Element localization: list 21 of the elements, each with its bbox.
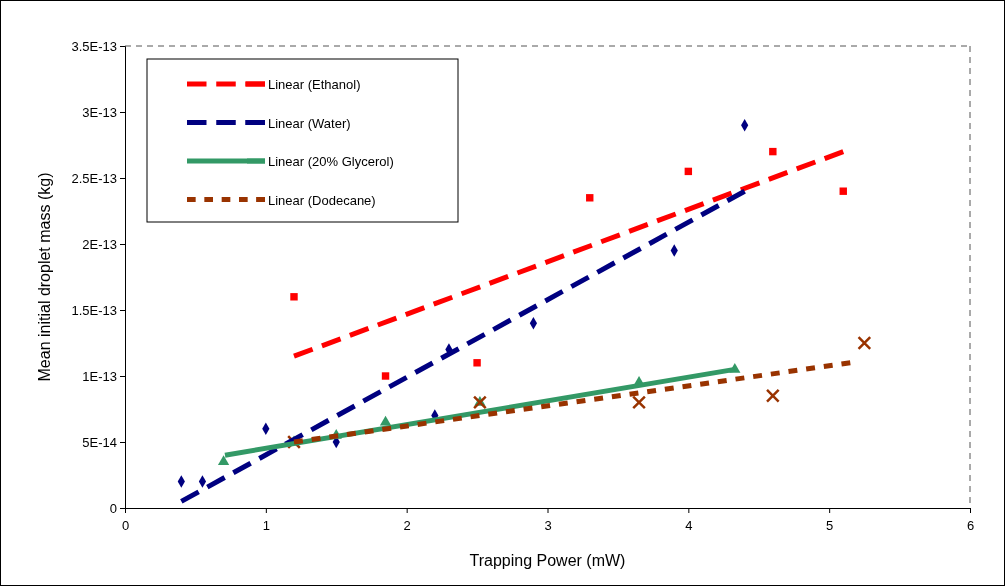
legend-label: Linear (20% Glycerol) — [268, 154, 394, 169]
legend-label: Linear (Water) — [268, 115, 351, 131]
y-tick-label: 5E-14 — [82, 434, 117, 450]
y-tick-label: 2E-13 — [82, 236, 117, 252]
legend-label: Linear (Dodecane) — [268, 192, 376, 208]
x-tick-label: 3 — [544, 518, 552, 534]
y-tick-label: 3E-13 — [82, 104, 117, 120]
x-tick-label: 4 — [685, 518, 693, 534]
y-tick-label: 2.5E-13 — [71, 170, 117, 186]
x-axis-title: Trapping Power (mW) — [469, 552, 626, 569]
y-tick-label: 1.5E-13 — [71, 302, 117, 318]
y-tick-label: 1E-13 — [82, 368, 117, 384]
x-tick-label: 5 — [826, 518, 834, 534]
x-tick-label: 1 — [262, 518, 270, 534]
y-tick-label: 0 — [109, 500, 117, 516]
y-tick-label: 3.5E-13 — [71, 38, 117, 54]
legend-label: Linear (Ethanol) — [268, 77, 361, 92]
y-axis-title: Mean initial droplet mass (kg) — [36, 172, 53, 382]
x-tick-label: 2 — [403, 518, 411, 534]
x-tick-label: 0 — [121, 518, 130, 534]
x-tick-label: 6 — [966, 518, 975, 534]
